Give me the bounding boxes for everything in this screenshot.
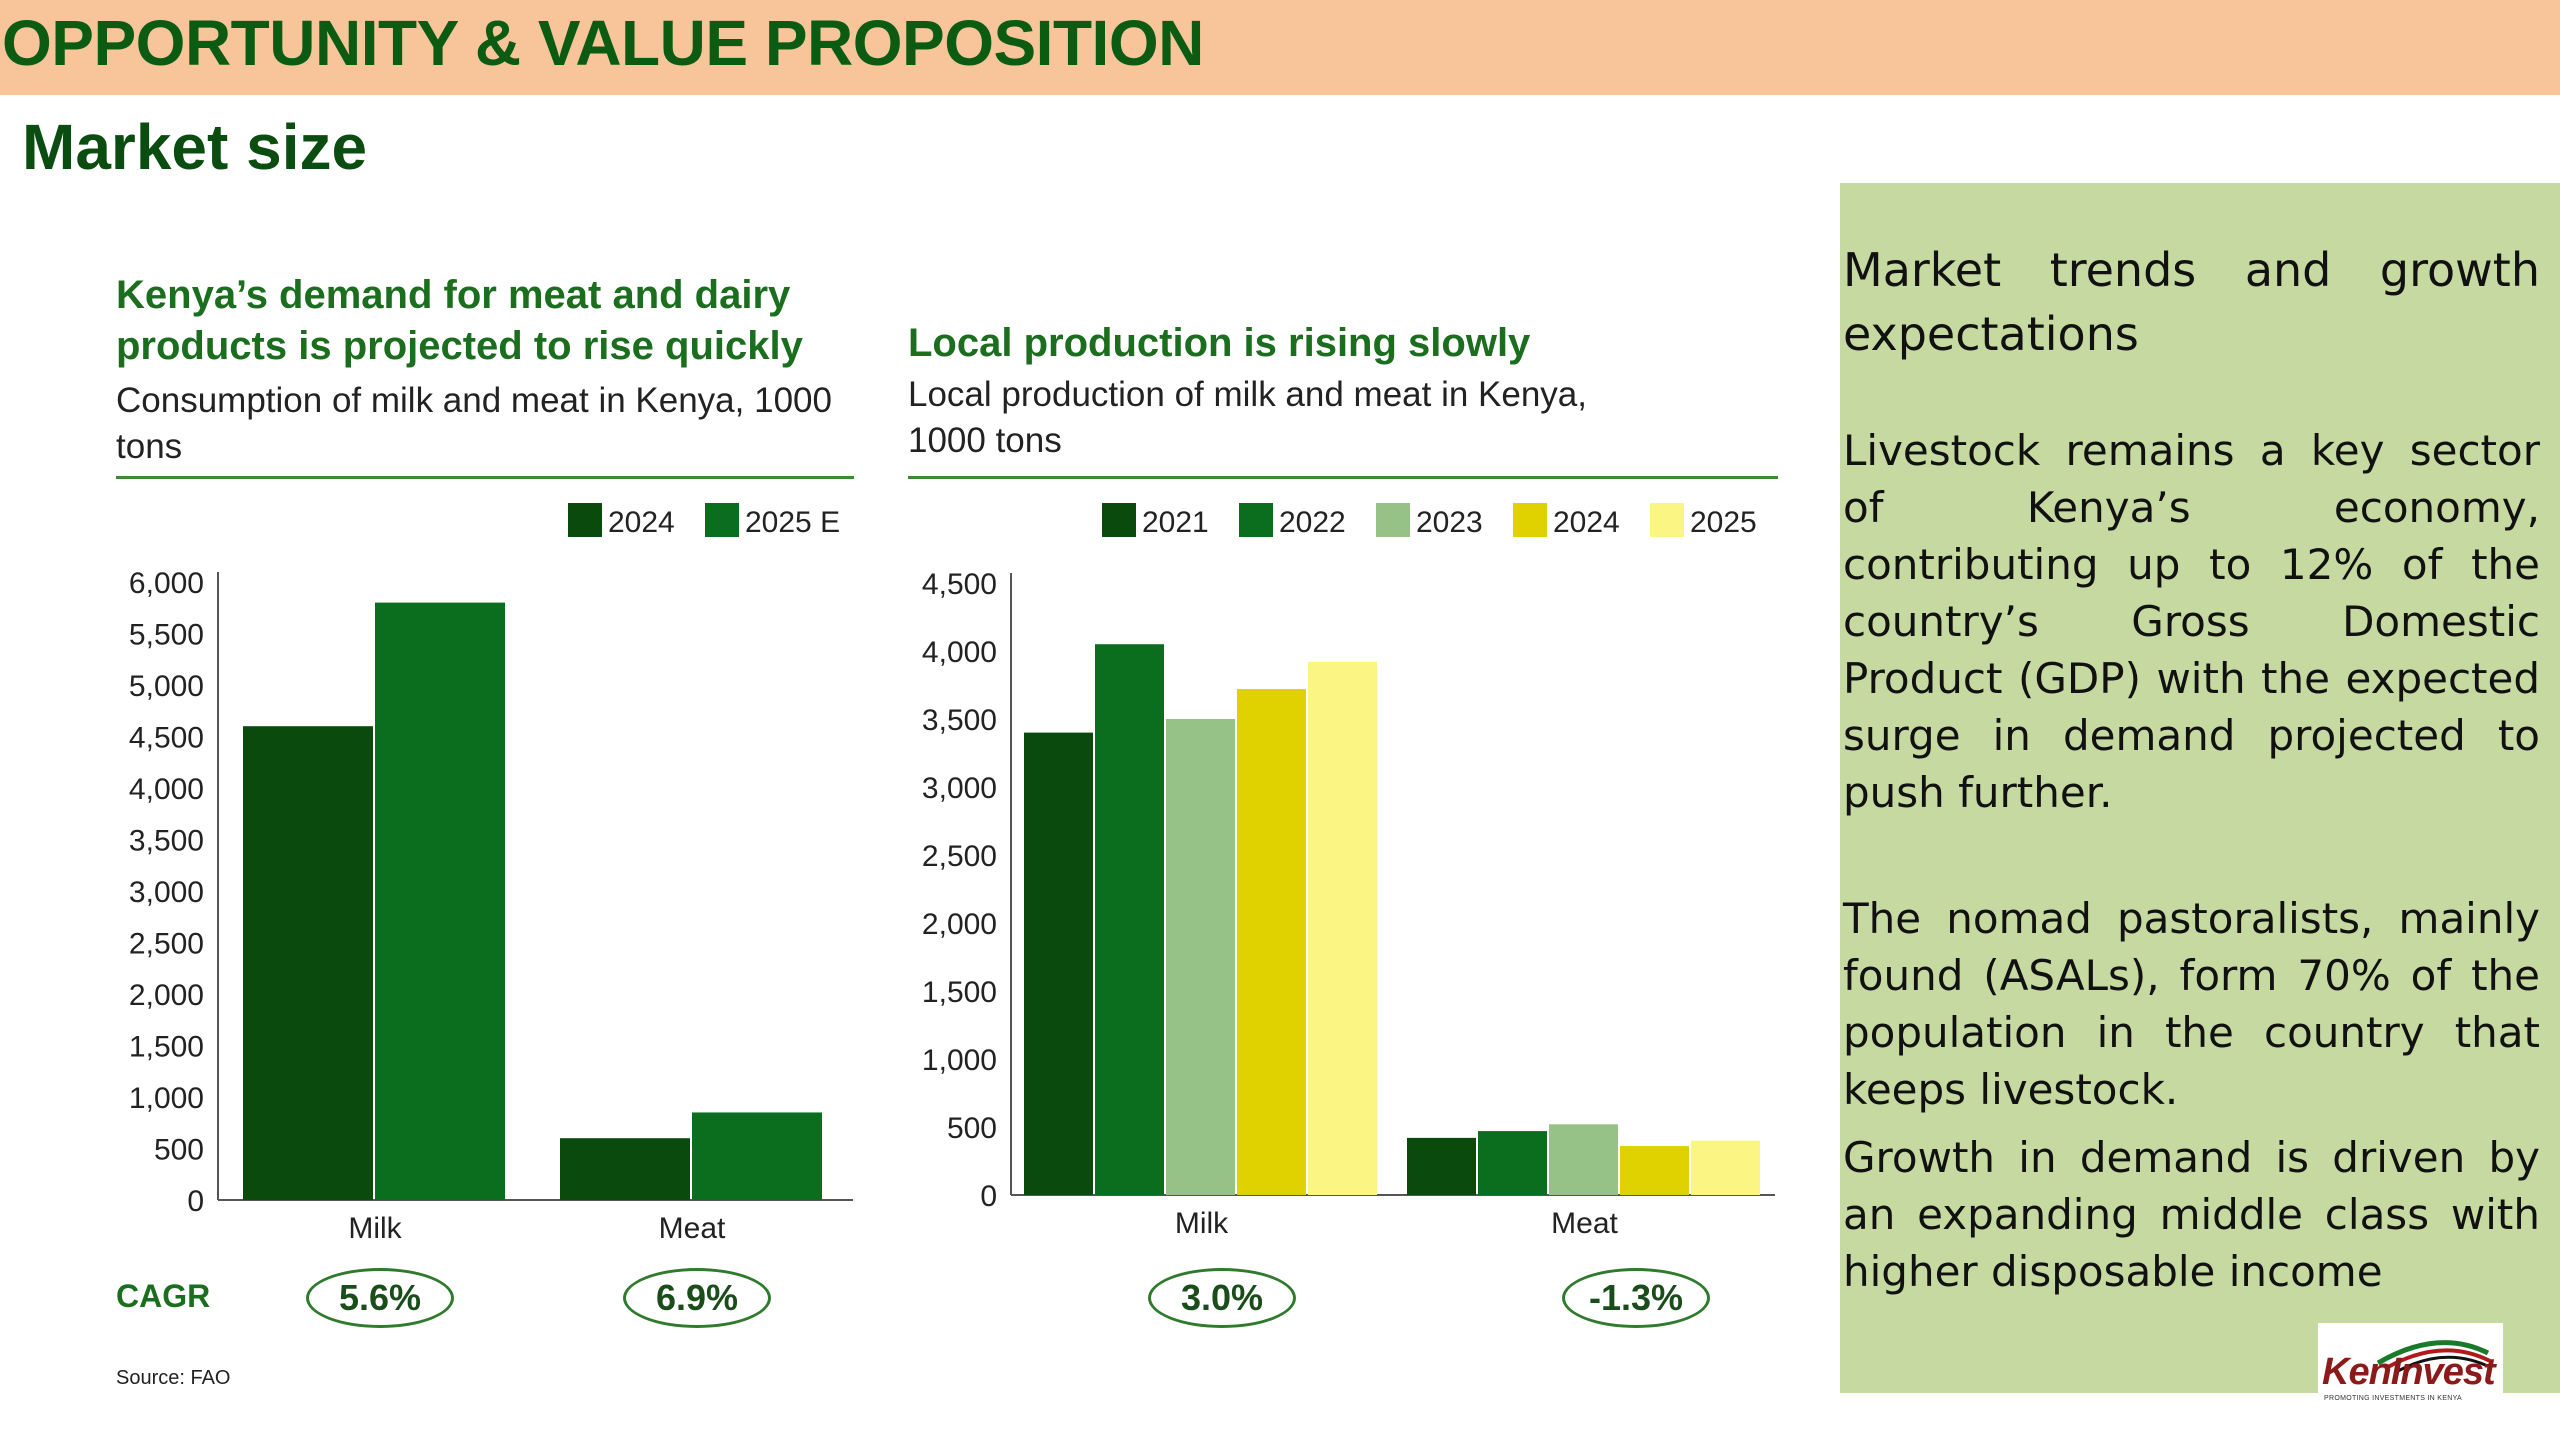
chart1-ytick-label: 4,000	[129, 773, 204, 806]
logo-tagline: PROMOTING INVESTMENTS IN KENYA	[2324, 1395, 2462, 1402]
chart1-ytick-label: 500	[154, 1134, 204, 1167]
chart2-category-label: Meat	[1551, 1207, 1618, 1240]
chart1-legend-swatch	[705, 503, 739, 537]
chart1-ytick-label: 5,000	[129, 670, 204, 703]
chart1-legend-swatch	[568, 503, 602, 537]
chart1-ytick-label: 6,000	[129, 567, 204, 600]
chart2-ytick-label: 0	[980, 1180, 997, 1213]
chart1-divider	[116, 476, 854, 479]
chart2-ytick-label: 4,500	[922, 568, 997, 601]
chart2-bar-meat-2021	[1407, 1137, 1476, 1195]
chart2-ytick-label: 3,000	[922, 772, 997, 805]
chart2-bar-meat-2023	[1549, 1124, 1618, 1195]
chart1-ytick-label: 5,500	[129, 619, 204, 652]
side-heading: Market trends and growth expectations	[1843, 243, 2540, 361]
chart2-ytick-label: 1,000	[922, 1044, 997, 1077]
chart2-legend-label: 2025	[1690, 506, 1757, 539]
chart1-ytick-label: 1,000	[129, 1082, 204, 1115]
chart1-cagr-meat: 6.9%	[623, 1268, 771, 1328]
chart1-ytick-label: 2,000	[129, 979, 204, 1012]
chart1-cagr-milk: 5.6%	[306, 1268, 454, 1328]
chart2-cagr-milk: 3.0%	[1148, 1268, 1296, 1328]
chart2-svg: 0 500 1,000 1,500 2,000 2,500 3,000 3,500 4,000 4…	[922, 503, 1775, 1240]
chart1-svg: 0 500 1,000 1,500 2,000 2,500 3,000 3,500 4,000 4…	[129, 503, 853, 1245]
chart1-title: Kenya’s demand for meat and dairy produc…	[116, 273, 803, 368]
chart1-ytick-label: 3,500	[129, 825, 204, 858]
side-paragraph-3: Growth in demand is driven by an expandi…	[1843, 1133, 2540, 1296]
side-paragraph-1: Livestock remains a key sector of Kenya’…	[1843, 426, 2540, 817]
chart1-ytick-label: 3,000	[129, 876, 204, 909]
chart2-legend-swatch	[1239, 503, 1273, 537]
chart2-legend-swatch	[1650, 503, 1684, 537]
chart1-bar-milk-2025-e	[375, 602, 505, 1200]
chart2-bar-milk-2022	[1095, 644, 1164, 1195]
chart2-ytick-label: 2,500	[922, 840, 997, 873]
side-panel	[1840, 183, 2560, 1393]
chart2-bar-milk-2023	[1166, 719, 1235, 1195]
header-banner: OPPORTUNITY & VALUE PROPOSITION	[0, 0, 2560, 95]
chart1-bar-milk-2024	[243, 726, 373, 1200]
chart2-category-label: Milk	[1175, 1207, 1229, 1240]
chart2-cagr-meat: -1.3%	[1562, 1268, 1710, 1328]
chart2-legend-swatch	[1102, 503, 1136, 537]
source-note: Source: FAO	[116, 1367, 231, 1389]
chart2-bar-milk-2025	[1308, 661, 1377, 1195]
chart1-category-label: Milk	[348, 1212, 402, 1245]
chart2-bar-milk-2024	[1237, 689, 1306, 1195]
keninvest-logo: KenInvest PROMOTING INVESTMENTS IN KENYA	[2318, 1323, 2503, 1411]
chart1-legend-label: 2024	[608, 506, 675, 539]
chart2-divider	[908, 476, 1778, 479]
logo-text: KenInvest	[2322, 1351, 2496, 1393]
chart2-bar-meat-2024	[1620, 1146, 1689, 1195]
chart2-legend-swatch	[1513, 503, 1547, 537]
chart2-ytick-label: 3,500	[922, 704, 997, 737]
chart1-legend-label: 2025 E	[745, 506, 840, 539]
chart2-legend-swatch	[1376, 503, 1410, 537]
chart2-bar-milk-2021	[1024, 732, 1093, 1195]
chart1-bar-meat-2024	[560, 1138, 690, 1200]
cagr-label: CAGR	[116, 1278, 211, 1314]
logo-swoosh-icon	[2376, 1340, 2493, 1373]
chart2-bar-meat-2022	[1478, 1131, 1547, 1195]
chart1-category-label: Meat	[659, 1212, 726, 1245]
chart2-ytick-label: 500	[947, 1112, 997, 1145]
chart1-ytick-label: 1,500	[129, 1031, 204, 1064]
chart1-ytick-label: 2,500	[129, 928, 204, 961]
banner-title: OPPORTUNITY & VALUE PROPOSITION	[2, 7, 1204, 79]
chart2-subtitle: Local production of milk and meat in Ken…	[908, 375, 1587, 460]
chart2-ytick-label: 2,000	[922, 908, 997, 941]
chart2-legend-label: 2021	[1142, 506, 1209, 539]
chart2-ytick-label: 1,500	[922, 976, 997, 1009]
chart1-subtitle: Consumption of milk and meat in Kenya, 1…	[116, 381, 832, 466]
chart1-ytick-label: 4,500	[129, 722, 204, 755]
chart2-ytick-label: 4,000	[922, 636, 997, 669]
side-paragraph-2: The nomad pastoralists, mainly found (AS…	[1843, 894, 2540, 1114]
section-title: Market size	[22, 111, 368, 183]
chart1-bar-meat-2025-e	[692, 1112, 822, 1200]
chart2-legend-label: 2024	[1553, 506, 1620, 539]
chart2-legend-label: 2022	[1279, 506, 1346, 539]
chart1-ytick-label: 0	[187, 1185, 204, 1218]
chart2-legend-label: 2023	[1416, 506, 1483, 539]
chart2-bar-meat-2025	[1691, 1140, 1760, 1195]
chart2-title: Local production is rising slowly	[908, 321, 1531, 365]
